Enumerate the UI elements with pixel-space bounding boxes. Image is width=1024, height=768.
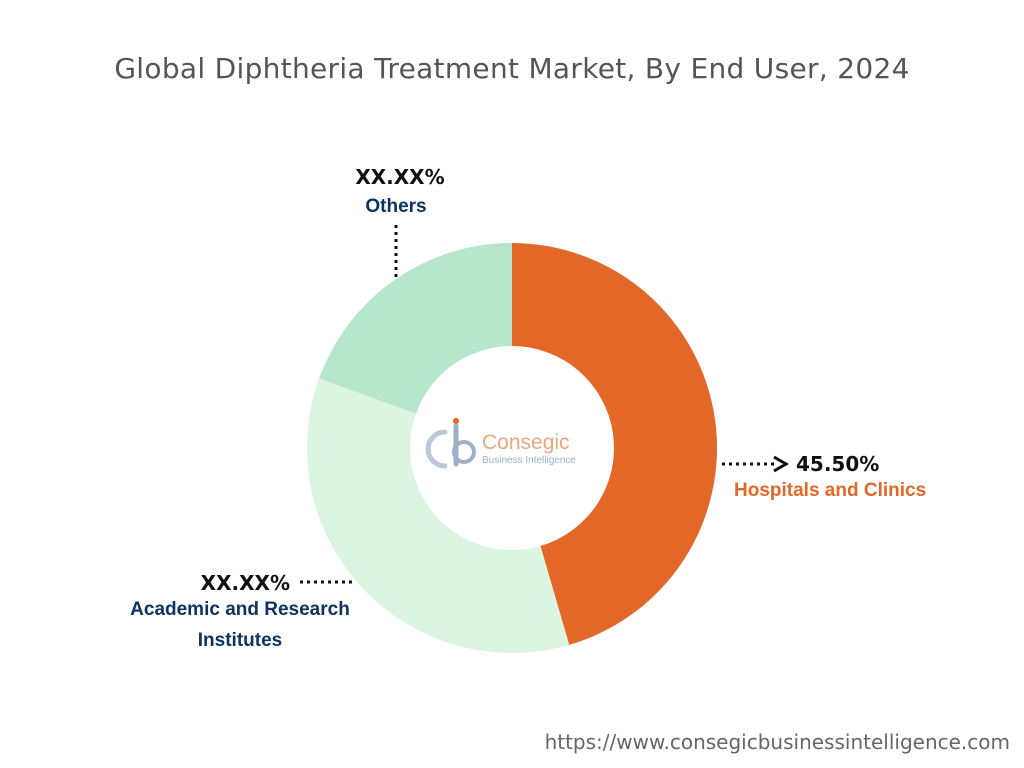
- watermark-logo: Consegic Business Intelligence: [425, 418, 576, 469]
- logo-brand-text: Consegic: [482, 431, 570, 454]
- value-label-hospitals: 45.50%: [796, 452, 879, 476]
- donut-slices: [306, 243, 718, 653]
- category-label-hospitals: Hospitals and Clinics: [734, 480, 926, 501]
- callout-hospitals: 45.50% Hospitals and Clinics: [722, 452, 926, 501]
- donut-slice-others: [319, 243, 512, 414]
- donut-slice-academic-and-research-institutes: [306, 378, 570, 653]
- footer-url: https://www.consegicbusinessintelligence…: [544, 730, 1010, 754]
- logo-tagline-text: Business Intelligence: [482, 455, 576, 466]
- value-label-others: XX.XX%: [355, 165, 444, 189]
- arrow-right-icon: [773, 455, 789, 473]
- category-label-academic-line2: Institutes: [198, 630, 282, 651]
- category-label-others: Others: [365, 196, 426, 217]
- callout-others: XX.XX% Others: [355, 165, 445, 280]
- callout-academic: XX.XX% Academic and Research Institutes: [130, 571, 352, 651]
- category-label-academic-line1: Academic and Research: [130, 599, 350, 620]
- chart-title: Global Diphtheria Treatment Market, By E…: [114, 52, 910, 85]
- donut-slice-hospitals-and-clinics: [512, 243, 718, 645]
- logo-mark-icon: [425, 418, 476, 469]
- value-label-academic: XX.XX%: [201, 571, 290, 595]
